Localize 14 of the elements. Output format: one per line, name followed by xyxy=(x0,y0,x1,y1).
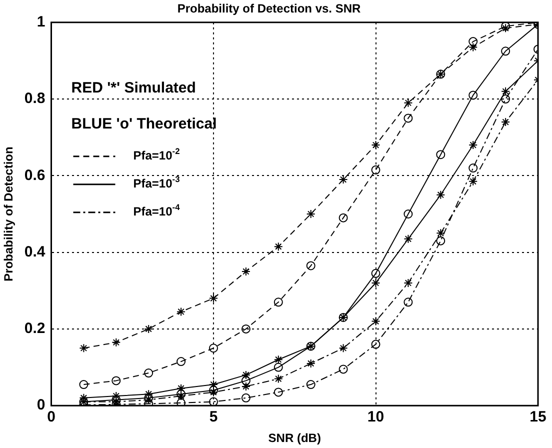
x-tick-label: 5 xyxy=(209,408,218,426)
y-axis-title: Probability of Detection xyxy=(2,146,16,282)
x-tick-label: 15 xyxy=(530,408,546,426)
y-tick-label: 0.2 xyxy=(24,320,46,338)
y-tick-label: 0.4 xyxy=(24,243,46,260)
y-tick-label: 0.8 xyxy=(24,90,46,108)
y-tick-label: 0 xyxy=(36,396,46,414)
y-tick-label: 1 xyxy=(36,14,46,31)
annotation: BLUE 'o' Theoretical xyxy=(71,116,217,133)
chart-title: Probability of Detection vs. SNR xyxy=(177,2,362,16)
x-tick-label: 10 xyxy=(367,408,384,426)
x-axis-title: SNR (dB) xyxy=(268,431,321,446)
y-tick-label: 0.6 xyxy=(24,166,46,184)
annotation: RED '*' Simulated xyxy=(71,80,196,97)
